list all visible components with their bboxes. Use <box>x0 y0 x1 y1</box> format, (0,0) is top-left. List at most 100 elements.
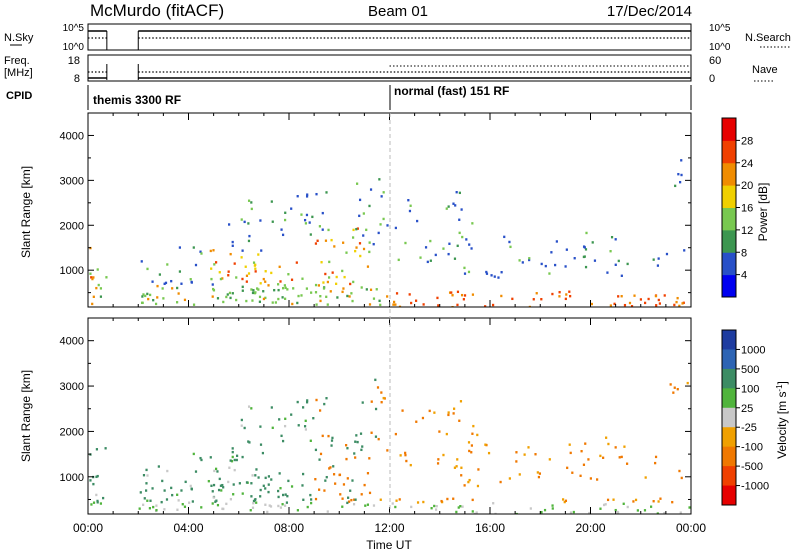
power-cell <box>149 293 152 297</box>
velocity-cell <box>339 493 342 496</box>
velocity-cell <box>623 445 626 448</box>
velocity-cell <box>564 499 568 503</box>
power-cell <box>183 298 187 302</box>
power-cell <box>247 222 250 225</box>
velocity-cell <box>104 447 107 450</box>
power-cell <box>655 304 658 307</box>
power-cell <box>358 214 361 218</box>
power-cell <box>378 178 381 181</box>
velocity-cell <box>328 467 331 470</box>
velocity-cell <box>433 504 436 508</box>
power-cell <box>305 195 309 198</box>
power-cell <box>92 276 95 279</box>
velocity-cell <box>472 424 475 428</box>
velocity-cell <box>561 498 565 501</box>
power-cell <box>144 294 147 298</box>
colorbar-swatch <box>722 162 736 186</box>
power-cell <box>296 301 299 305</box>
power-cell <box>352 228 355 232</box>
velocity-cell <box>538 472 542 475</box>
velocity-cell <box>192 452 195 456</box>
power-cell <box>281 296 284 299</box>
velocity-cell <box>194 470 198 473</box>
power-cell <box>565 248 568 251</box>
velocity-cell <box>410 505 413 509</box>
power-cell <box>291 302 294 306</box>
velocity-cell <box>460 474 463 477</box>
power-cell <box>394 303 397 306</box>
power-cell <box>493 275 496 278</box>
velocity-cell <box>321 434 324 438</box>
velocity-cell <box>318 488 321 491</box>
velocity-cell <box>139 491 142 494</box>
velocity-cell <box>89 479 92 482</box>
velocity-cell <box>330 439 334 442</box>
power-cell <box>99 295 103 298</box>
velocity-cell <box>346 501 349 505</box>
power-cell <box>326 303 329 306</box>
velocity-cell <box>508 477 511 480</box>
power-cell <box>190 280 193 284</box>
velocity-cell <box>296 509 299 512</box>
velocity-cell <box>468 478 471 482</box>
velocity-cell <box>460 466 463 469</box>
velocity-cell <box>304 428 308 431</box>
power-cell <box>429 239 432 243</box>
velocity-cell <box>191 500 194 503</box>
power-cell <box>320 261 323 264</box>
velocity-cell <box>499 480 502 484</box>
power-cell <box>426 260 429 264</box>
power-cell <box>254 263 257 267</box>
power-cell <box>309 233 312 236</box>
power-cell <box>346 294 349 298</box>
velocity-cell <box>527 446 530 449</box>
power-cell <box>322 281 325 284</box>
velocity-cell <box>650 505 653 508</box>
power-cell <box>617 295 620 298</box>
velocity-cell <box>380 400 383 404</box>
velocity-cell <box>327 434 330 438</box>
power-cell <box>665 252 669 256</box>
power-cell <box>314 242 318 245</box>
velocity-cell <box>537 475 541 479</box>
power-cell <box>342 287 345 290</box>
power-cell <box>216 297 220 300</box>
power-cell <box>593 259 597 262</box>
velocity-cell <box>435 504 438 508</box>
velocity-cell <box>421 416 425 420</box>
power-cell <box>628 301 632 305</box>
power-cell <box>325 191 328 194</box>
power-cell <box>97 283 100 287</box>
velocity-cell <box>455 510 458 514</box>
velocity-cell <box>267 475 270 478</box>
power-cell <box>256 287 259 290</box>
power-cell <box>296 195 299 198</box>
power-cell <box>264 270 267 273</box>
velocity-cell <box>688 506 691 509</box>
power-cell <box>397 258 400 262</box>
power-cell <box>227 274 230 277</box>
power-cell <box>450 291 453 294</box>
power-cell <box>362 234 365 237</box>
power-cell <box>460 293 464 297</box>
velocity-cell <box>212 483 216 487</box>
power-cell <box>630 305 634 307</box>
power-cell <box>591 241 594 244</box>
velocity-cell <box>354 456 357 459</box>
power-axes: 1000 2000 3000 4000 <box>60 130 691 294</box>
velocity-cell <box>251 474 254 477</box>
velocity-cell <box>232 493 235 496</box>
velocity-cell <box>446 497 449 501</box>
power-cell <box>95 286 98 290</box>
power-cell <box>532 298 535 301</box>
velocity-cell <box>487 451 491 455</box>
power-cell <box>497 276 500 279</box>
velocity-cell <box>548 458 551 461</box>
velocity-cell <box>332 473 336 476</box>
power-cell <box>295 261 298 264</box>
power-cell <box>676 296 679 300</box>
power-cell <box>341 290 344 294</box>
power-cell <box>262 297 266 301</box>
power-cell <box>368 250 371 254</box>
